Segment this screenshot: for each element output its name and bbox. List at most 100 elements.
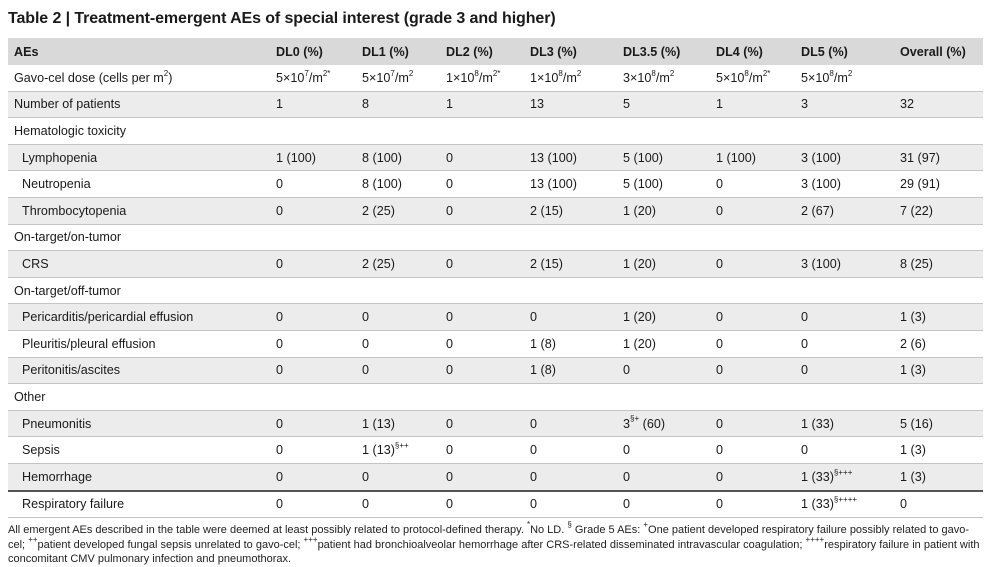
- table-cell: 0: [716, 310, 724, 325]
- header-row: AEs DL0 (%) DL1 (%) DL2 (%) DL3 (%) DL3.5 (%)…: [8, 38, 983, 65]
- column-header: DL1 (%): [362, 44, 409, 59]
- table-cell: 3 (100): [801, 150, 841, 165]
- table-cell: 1 (3): [900, 310, 926, 325]
- table-cell: 0: [716, 177, 724, 192]
- table-cell: 0: [446, 443, 454, 458]
- table-cell: 2 (25): [362, 203, 395, 218]
- table-cell: 32: [900, 97, 915, 112]
- table-cell: 0: [716, 336, 724, 351]
- table-footnote: All emergent AEs described in the table …: [8, 520, 980, 566]
- table-cell: 0: [716, 416, 724, 431]
- table-cell: 5 (100): [623, 177, 663, 192]
- row-label: Respiratory failure: [22, 497, 125, 512]
- table-cell: 31 (97): [900, 150, 940, 165]
- table-cell: 3§+ (60): [623, 414, 666, 431]
- table-cell: 0: [276, 497, 284, 512]
- table-cell: 1 (20): [623, 256, 656, 271]
- row-label: Thrombocytopenia: [22, 203, 127, 218]
- table-cell: 0: [446, 469, 454, 484]
- dose-cell: 5×108/m2: [801, 68, 853, 85]
- table-cell: 1 (20): [623, 310, 656, 325]
- table-row: Sepsis 0 1 (13)§++ 0 0 0 0 0 1 (3): [8, 437, 983, 464]
- dose-cell: 3×108/m2: [623, 68, 675, 85]
- table-cell: 1 (3): [900, 443, 926, 458]
- section-row: Other: [8, 384, 983, 411]
- table-cell: 1: [276, 97, 284, 112]
- table-cell: 13 (100): [530, 150, 577, 165]
- table-cell: 1 (8): [530, 363, 556, 378]
- table-cell: 0: [276, 203, 284, 218]
- section-label: Hematologic toxicity: [14, 123, 126, 138]
- table-cell: 13 (100): [530, 177, 577, 192]
- column-header: DL0 (%): [276, 44, 323, 59]
- table-cell: 3 (100): [801, 177, 841, 192]
- row-label: Pericarditis/pericardial effusion: [22, 310, 194, 325]
- table-cell: 0: [362, 336, 370, 351]
- table-cell: 1 (8): [530, 336, 556, 351]
- table-cell: 0: [716, 497, 724, 512]
- table-cell: 0: [716, 469, 724, 484]
- dose-cell: 5×107/m2: [362, 68, 414, 85]
- table-cell: 0: [362, 310, 370, 325]
- table-cell: 0: [716, 256, 724, 271]
- table-cell: 0: [623, 497, 631, 512]
- table-row: Thrombocytopenia 0 2 (25) 0 2 (15) 1 (20) 0 2 (…: [8, 197, 983, 225]
- table-cell: 0: [446, 177, 454, 192]
- table-cell: 5 (100): [623, 150, 663, 165]
- table-cell: 3: [801, 97, 809, 112]
- row-label: Pneumonitis: [22, 416, 92, 431]
- table-cell: 0: [530, 469, 538, 484]
- row-label: Number of patients: [14, 97, 121, 112]
- row-label: Neutropenia: [22, 177, 91, 192]
- dose-cell: 5×107/m2*: [276, 68, 331, 85]
- table-cell: 8: [362, 97, 370, 112]
- table-cell: 0: [276, 256, 284, 271]
- section-label: Other: [14, 389, 46, 404]
- table-cell: 0: [276, 363, 284, 378]
- table-cell: 8 (25): [900, 256, 933, 271]
- table-row: CRS 0 2 (25) 0 2 (15) 1 (20) 0 3 (100) 8 (25): [8, 250, 983, 278]
- table-cell: 2 (15): [530, 256, 563, 271]
- table-cell: 2 (67): [801, 203, 834, 218]
- table-cell: 1: [716, 97, 724, 112]
- table-cell: 0: [362, 497, 370, 512]
- table-cell: 2 (15): [530, 203, 563, 218]
- table-cell: 0: [276, 416, 284, 431]
- table-cell: 0: [623, 443, 631, 458]
- dose-cell: 5×108/m2*: [716, 68, 771, 85]
- table-cell: 0: [801, 336, 809, 351]
- dose-cell: 1×108/m2*: [446, 68, 501, 85]
- table-cell: 1 (13)§++: [362, 440, 409, 458]
- row-label: Lymphopenia: [22, 150, 98, 165]
- table-cell: 1 (20): [623, 336, 656, 351]
- table-cell: 7 (22): [900, 203, 933, 218]
- table-cell: 0: [276, 310, 284, 325]
- table-cell: 0: [446, 363, 454, 378]
- table-cell: 0: [623, 363, 631, 378]
- table-row: Lymphopenia 1 (100) 8 (100) 0 13 (100) 5 (100…: [8, 144, 983, 171]
- table-cell: 1: [446, 97, 454, 112]
- table-cell: 1 (3): [900, 469, 926, 484]
- table-cell: 0: [446, 150, 454, 165]
- table-cell: 0: [446, 336, 454, 351]
- section-label: On-target/on-tumor: [14, 230, 122, 245]
- table-cell: 1 (3): [900, 363, 926, 378]
- section-row: Hematologic toxicity: [8, 118, 983, 145]
- table-cell: 2 (25): [362, 256, 395, 271]
- table-row: Neutropenia 0 8 (100) 0 13 (100) 5 (100) 0 3 (1…: [8, 171, 983, 198]
- table-row: Peritonitis/ascites 0 0 0 1 (8) 0 0 0 1 (3): [8, 357, 983, 384]
- row-label: Pleuritis/pleural effusion: [22, 336, 156, 351]
- table-cell: 0: [801, 363, 809, 378]
- table-cell: 0: [446, 416, 454, 431]
- column-header: AEs: [14, 44, 39, 59]
- table-cell: 0: [623, 469, 631, 484]
- table-row: Number of patients 1 8 1 13 5 1 3 32: [8, 91, 983, 118]
- table-cell: 0: [446, 497, 454, 512]
- table-cell: 0: [716, 443, 724, 458]
- dose-cell: [894, 65, 983, 91]
- section-label: On-target/off-tumor: [14, 283, 121, 298]
- table-row: Hemorrhage 0 0 0 0 0 0 1 (33)§+++ 1 (3): [8, 463, 983, 491]
- row-label: Sepsis: [22, 443, 60, 458]
- table-cell: 0: [900, 497, 908, 512]
- table-cell: 8 (100): [362, 177, 402, 192]
